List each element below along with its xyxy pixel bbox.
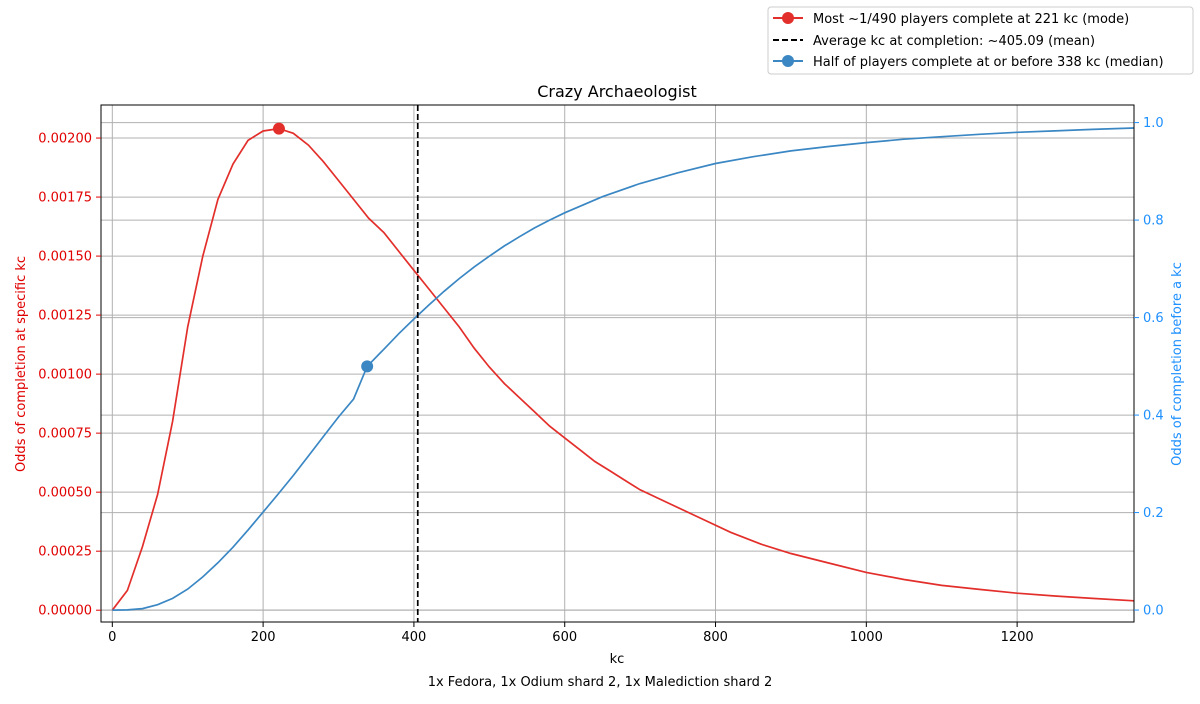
y-axis-left: 0.00000 0.00025 0.00050 0.00075 0.00100 0.001… (38, 132, 101, 619)
median-marker (361, 360, 374, 373)
x-tick-label: 1000 (850, 630, 883, 645)
y-right-tick-label: 0.6 (1143, 311, 1164, 326)
y-left-tick-label: 0.00000 (38, 604, 92, 619)
series-layer (111, 105, 1134, 622)
y-axis-right-label: Odds of completion before a kc (1170, 262, 1185, 466)
y-left-tick-label: 0.00075 (38, 427, 92, 442)
y-axis-left-label: Odds of completion at specific kc (14, 256, 29, 472)
chart-title: Crazy Archaeologist (537, 82, 697, 101)
y-left-tick-label: 0.00050 (38, 486, 92, 501)
y-right-tick-label: 0.2 (1143, 506, 1164, 521)
y-left-tick-label: 0.00200 (38, 132, 92, 147)
y-left-tick-label: 0.00100 (38, 368, 92, 383)
legend-mode-marker (782, 12, 794, 24)
y-left-tick-label: 0.00025 (38, 545, 92, 560)
legend-median-label: Half of players complete at or before 33… (813, 55, 1164, 70)
median-series-line (112, 127, 1134, 611)
x-tick-label: 1200 (1001, 630, 1034, 645)
x-axis: 0 200 400 600 800 1000 1200 (108, 622, 1034, 645)
y-right-tick-label: 0.8 (1143, 214, 1164, 229)
plot-frame (100, 104, 1135, 623)
grid (101, 105, 1134, 622)
chart-footer: 1x Fedora, 1x Odium shard 2, 1x Maledict… (428, 675, 773, 690)
y-right-tick-label: 1.0 (1143, 116, 1164, 131)
y-right-tick-label: 0.4 (1143, 409, 1164, 424)
x-tick-label: 800 (703, 630, 728, 645)
legend: Most ~1/490 players complete at 221 kc (… (767, 6, 1194, 75)
mode-marker (272, 122, 285, 135)
x-axis-label: kc (610, 652, 625, 667)
legend-median-marker (782, 55, 794, 67)
y-right-tick-label: 0.0 (1143, 604, 1164, 619)
x-tick-label: 400 (402, 630, 427, 645)
y-left-tick-label: 0.00125 (38, 309, 92, 324)
y-left-tick-label: 0.00175 (38, 191, 92, 206)
mode-series-line (111, 127, 1134, 611)
x-tick-label: 0 (108, 630, 116, 645)
legend-mean-label: Average kc at completion: ~405.09 (mean) (813, 34, 1095, 49)
y-left-tick-label: 0.00150 (38, 250, 92, 265)
x-tick-label: 200 (251, 630, 276, 645)
legend-mode-label: Most ~1/490 players complete at 221 kc (… (813, 12, 1129, 27)
x-tick-label: 600 (552, 630, 577, 645)
y-axis-right: 0.0 0.2 0.4 0.6 0.8 1.0 (1134, 116, 1164, 619)
legend-box (767, 6, 1194, 75)
